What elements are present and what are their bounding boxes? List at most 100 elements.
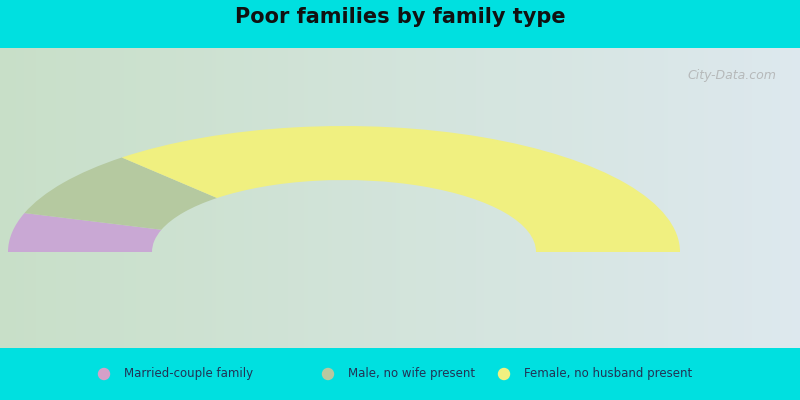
Bar <box>112 48 116 348</box>
Bar <box>780 48 784 348</box>
Bar <box>340 48 344 348</box>
Bar <box>640 48 644 348</box>
Bar <box>568 48 572 348</box>
Bar <box>416 48 420 348</box>
Wedge shape <box>25 158 217 230</box>
Bar <box>488 48 492 348</box>
Bar <box>564 48 568 348</box>
Bar <box>272 48 276 348</box>
Bar <box>664 48 668 348</box>
Bar <box>532 48 536 348</box>
Bar <box>588 48 592 348</box>
Bar <box>376 48 380 348</box>
Bar <box>96 48 100 348</box>
Bar <box>448 48 452 348</box>
Bar <box>492 48 496 348</box>
Bar <box>608 48 612 348</box>
Bar <box>36 48 40 348</box>
Bar <box>404 48 408 348</box>
Text: City-Data.com: City-Data.com <box>687 69 776 82</box>
Bar <box>656 48 660 348</box>
Bar <box>172 48 176 348</box>
Bar <box>428 48 432 348</box>
Bar <box>60 48 64 348</box>
Bar <box>456 48 460 348</box>
Bar <box>716 48 720 348</box>
Bar <box>88 48 92 348</box>
Bar <box>352 48 356 348</box>
Bar <box>576 48 580 348</box>
Bar <box>92 48 96 348</box>
Bar <box>204 48 208 348</box>
Bar <box>316 48 320 348</box>
Bar <box>644 48 648 348</box>
Bar <box>620 48 624 348</box>
Bar <box>8 48 12 348</box>
Bar <box>400 48 404 348</box>
Bar <box>548 48 552 348</box>
Bar <box>688 48 692 348</box>
Bar <box>76 48 80 348</box>
Bar <box>108 48 112 348</box>
Bar <box>120 48 124 348</box>
Bar <box>524 48 528 348</box>
Wedge shape <box>122 126 680 252</box>
Bar <box>432 48 436 348</box>
Bar <box>508 48 512 348</box>
Bar <box>792 48 796 348</box>
Bar <box>344 48 348 348</box>
Bar <box>616 48 620 348</box>
Bar <box>256 48 260 348</box>
Bar <box>572 48 576 348</box>
Bar <box>156 48 160 348</box>
Bar <box>444 48 448 348</box>
Bar <box>440 48 444 348</box>
Bar <box>580 48 584 348</box>
Bar <box>360 48 364 348</box>
Bar <box>712 48 716 348</box>
Bar <box>140 48 144 348</box>
Bar <box>648 48 652 348</box>
Bar <box>100 48 104 348</box>
Bar <box>40 48 44 348</box>
Bar <box>480 48 484 348</box>
Bar <box>328 48 332 348</box>
Bar <box>552 48 556 348</box>
Point <box>322 371 334 377</box>
Bar <box>680 48 684 348</box>
Bar <box>744 48 748 348</box>
Bar <box>280 48 284 348</box>
Bar <box>336 48 340 348</box>
Bar <box>52 48 56 348</box>
Wedge shape <box>8 213 162 252</box>
Bar <box>384 48 388 348</box>
Bar <box>600 48 604 348</box>
Bar <box>784 48 788 348</box>
Bar <box>64 48 68 348</box>
Bar <box>348 48 352 348</box>
Bar <box>200 48 204 348</box>
Bar <box>176 48 180 348</box>
Bar <box>144 48 148 348</box>
Bar <box>412 48 416 348</box>
Bar <box>396 48 400 348</box>
Bar <box>164 48 168 348</box>
Bar <box>728 48 732 348</box>
Bar <box>684 48 688 348</box>
Bar <box>516 48 520 348</box>
Bar <box>220 48 224 348</box>
Bar <box>756 48 760 348</box>
Bar <box>180 48 184 348</box>
Bar <box>468 48 472 348</box>
Bar <box>408 48 412 348</box>
Bar <box>672 48 676 348</box>
Bar <box>320 48 324 348</box>
Bar <box>84 48 88 348</box>
Bar <box>624 48 628 348</box>
Bar <box>720 48 724 348</box>
Bar <box>636 48 640 348</box>
Bar <box>196 48 200 348</box>
Bar <box>388 48 392 348</box>
Bar <box>476 48 480 348</box>
Bar <box>544 48 548 348</box>
